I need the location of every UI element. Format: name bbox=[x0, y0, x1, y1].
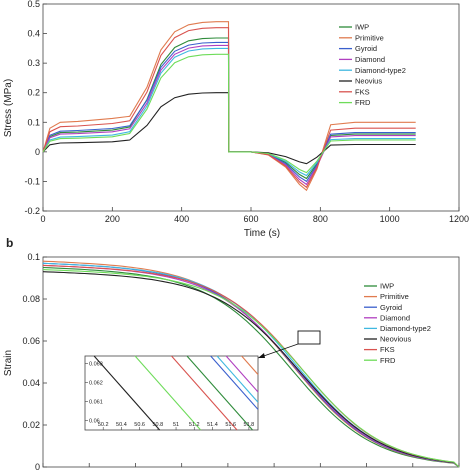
strain-legend-label: IWP bbox=[380, 282, 394, 291]
inset-x-tick-label: 50.4 bbox=[116, 422, 127, 428]
strain-y-ticks: 0 0.02 0.04 0.06 0.08 0.1 bbox=[22, 252, 47, 472]
stress-y-tick-label: 0.3 bbox=[27, 58, 40, 68]
strain-y-axis-label: Strain bbox=[3, 350, 14, 376]
stress-legend-label: Diamond bbox=[355, 55, 385, 64]
inset-series-line bbox=[186, 355, 253, 431]
stress-x-tick-label: 400 bbox=[174, 214, 189, 224]
stress-x-tick-label: 600 bbox=[243, 214, 258, 224]
stress-x-ticks: 0 200 400 600 800 1000 1200 bbox=[40, 207, 469, 224]
stress-plot-frame bbox=[42, 3, 460, 212]
strain-series-lines bbox=[42, 260, 460, 468]
inset-x-tick-label: 51 bbox=[173, 422, 179, 428]
stress-x-tick-label: 1200 bbox=[449, 214, 469, 224]
stress-y-tick-label: 0.4 bbox=[27, 29, 40, 39]
stress-y-tick-label: -0.2 bbox=[24, 206, 40, 216]
inset-series-line bbox=[93, 355, 161, 431]
inset-y-tick-label: 0.061 bbox=[89, 400, 103, 406]
inset-y-tick-label: 0.063 bbox=[89, 362, 103, 368]
stress-legend-label: Gyroid bbox=[355, 44, 377, 53]
stress-y-tick-label: 0.1 bbox=[27, 117, 40, 127]
stress-x-tick-label: 1000 bbox=[380, 214, 400, 224]
inset-x-tick-label: 51.6 bbox=[225, 422, 236, 428]
inset-series-line bbox=[216, 355, 259, 403]
inset-x-tick-label: 50.8 bbox=[152, 422, 163, 428]
stress-x-tick-label: 800 bbox=[313, 214, 328, 224]
inset-series-line bbox=[134, 355, 202, 431]
strain-y-tick-label: 0.04 bbox=[22, 378, 40, 388]
stress-y-ticks: -0.2 -0.1 0 0.1 0.2 0.3 0.4 0.5 bbox=[24, 0, 47, 216]
inset-y-tick-label: 0.06 bbox=[89, 419, 100, 425]
stress-y-tick-label: 0.2 bbox=[27, 88, 40, 98]
stress-y-axis-label: Stress (MPa) bbox=[3, 79, 14, 137]
strain-legend-label: Gyroid bbox=[380, 303, 402, 312]
strain-y-tick-label: 0 bbox=[35, 462, 40, 472]
stress-legend-label: IWP bbox=[355, 23, 369, 32]
strain-legend-label: Neovious bbox=[380, 335, 412, 344]
stress-legend-label: FRD bbox=[355, 98, 371, 107]
strain-x-tick-marks bbox=[42, 463, 460, 467]
stress-y-tick-label: 0.5 bbox=[27, 0, 40, 9]
zoom-arrow-head bbox=[258, 353, 265, 358]
inset-x-tick-label: 50.2 bbox=[98, 422, 109, 428]
inset-x-tick-label: 51.2 bbox=[189, 422, 200, 428]
inset-series-lines bbox=[93, 355, 259, 431]
strain-legend-label: Primitive bbox=[380, 292, 409, 301]
inset-series-line bbox=[241, 355, 259, 375]
strain-legend-label: FKS bbox=[380, 345, 395, 354]
zoom-region-box bbox=[297, 330, 321, 345]
stress-y-tick-label: 0 bbox=[35, 147, 40, 157]
stress-x-axis-label: Time (s) bbox=[244, 228, 280, 239]
inset-x-ticks: 50.2 50.4 50.6 50.8 51 51.2 51.4 51.6 51.8 bbox=[98, 422, 254, 430]
stress-y-tick-label: -0.1 bbox=[24, 176, 40, 186]
inset-series-line bbox=[225, 355, 259, 393]
strain-series-line bbox=[42, 266, 460, 468]
strain-y-tick-label: 0.1 bbox=[27, 252, 40, 262]
zoom-arrow-line bbox=[257, 343, 299, 359]
inset-x-tick-label: 50.6 bbox=[134, 422, 145, 428]
strain-legend-label: Diamond bbox=[380, 313, 410, 322]
stress-chart: -0.2 -0.1 0 0.1 0.2 0.3 0.4 0.5 0 200 400 600 800 10… bbox=[3, 0, 469, 239]
strain-y-tick-label: 0.06 bbox=[22, 336, 40, 346]
strain-y-tick-label: 0.08 bbox=[22, 294, 40, 304]
inset-series-line bbox=[210, 355, 259, 410]
inset-x-tick-label: 51.8 bbox=[244, 422, 255, 428]
panel-label-b: b bbox=[6, 236, 13, 250]
inset-frame bbox=[84, 355, 259, 431]
zoom-inset: 0.06 0.061 0.062 0.063 50.2 50.4 50.6 50.8 51 51… bbox=[84, 355, 259, 431]
strain-y-tick-label: 0.02 bbox=[22, 420, 40, 430]
inset-x-tick-label: 51.4 bbox=[207, 422, 218, 428]
inset-y-ticks: 0.06 0.061 0.062 0.063 bbox=[85, 362, 103, 425]
stress-x-tick-label: 0 bbox=[40, 214, 45, 224]
stress-series-line bbox=[42, 27, 416, 189]
stress-legend-label: FKS bbox=[355, 87, 370, 96]
stress-x-tick-label: 200 bbox=[105, 214, 120, 224]
stress-legend-label: Diamond-type2 bbox=[355, 66, 406, 75]
stress-series-line bbox=[42, 53, 416, 174]
strain-chart: b 0 0.02 0.04 0.06 0.08 0.1 Strain IWPPrimiti… bbox=[3, 236, 460, 472]
strain-series-line bbox=[42, 269, 460, 468]
strain-series-line bbox=[42, 271, 460, 468]
stress-legend-label: Primitive bbox=[355, 33, 384, 42]
strain-plot-frame bbox=[42, 256, 460, 468]
stress-series-line bbox=[42, 92, 416, 165]
stress-legend-label: Neovius bbox=[355, 77, 382, 86]
stress-series-lines bbox=[42, 21, 416, 192]
strain-legend-label: Diamond-type2 bbox=[380, 324, 431, 333]
strain-legend-label: FRD bbox=[380, 356, 396, 365]
inset-series-line bbox=[171, 355, 238, 431]
inset-y-tick-label: 0.062 bbox=[89, 381, 103, 387]
